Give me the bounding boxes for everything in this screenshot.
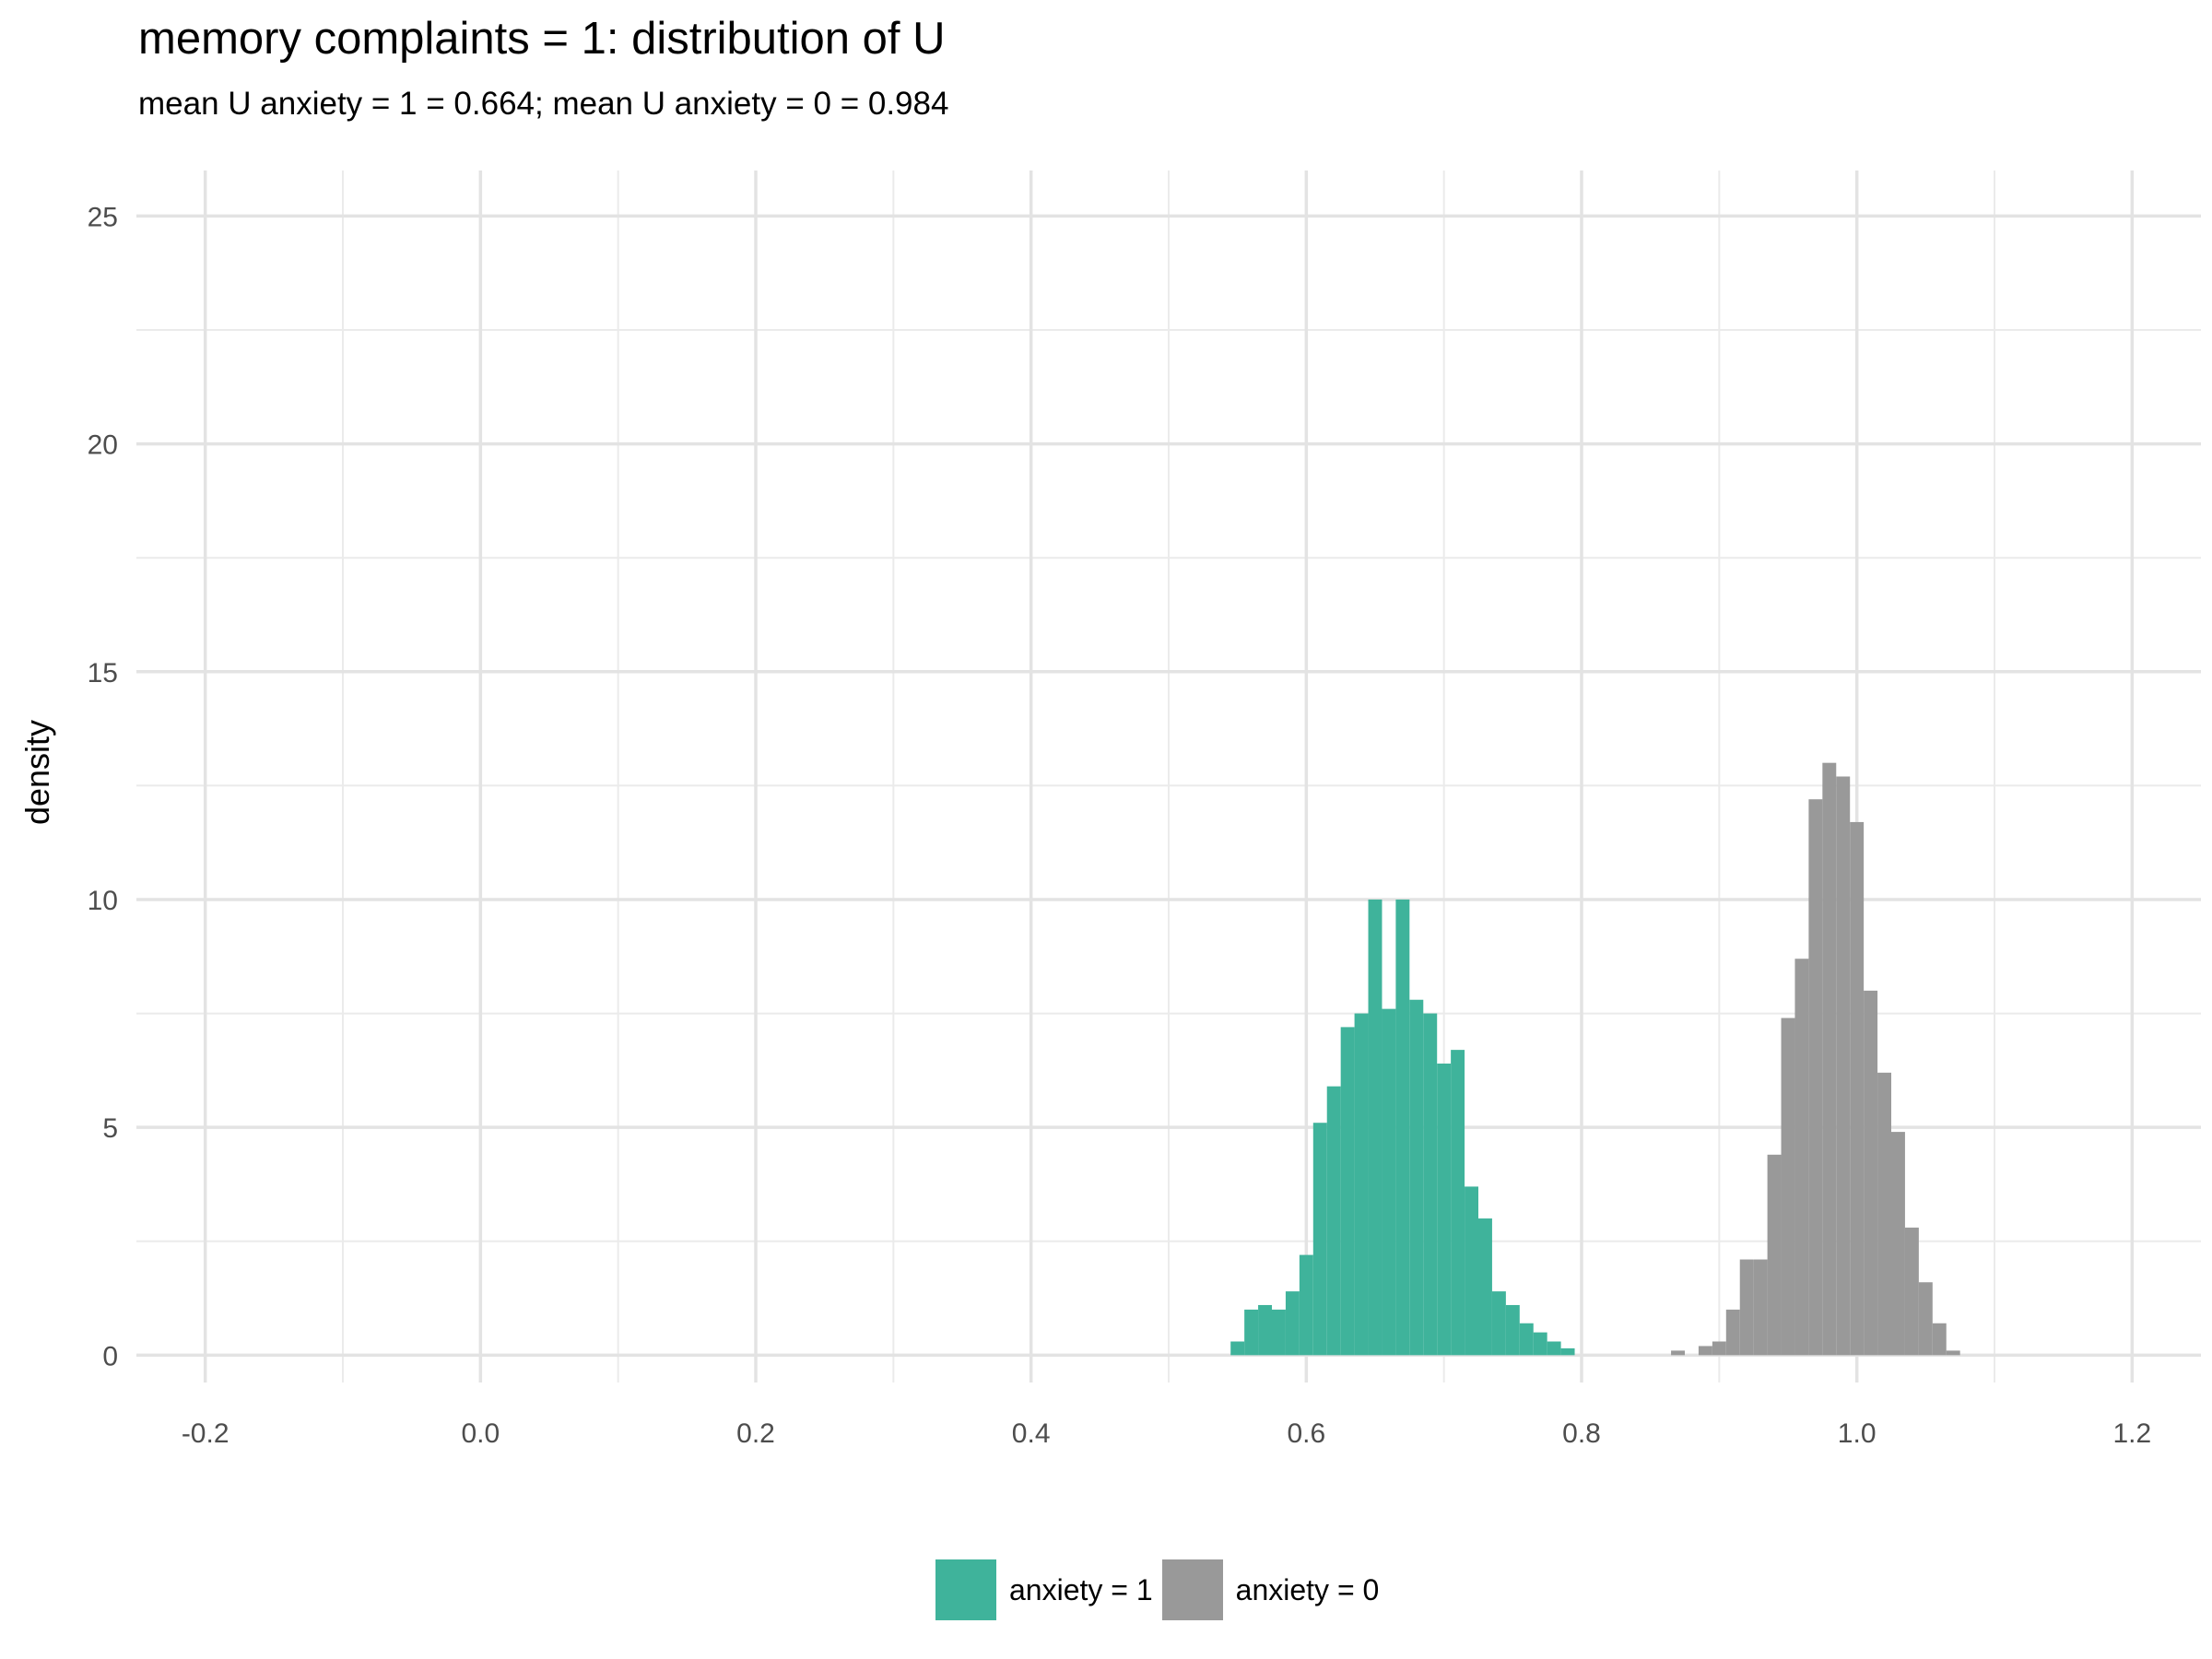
y-tick-label: 10 — [88, 886, 118, 916]
histogram-bar-series-2 — [1753, 1259, 1768, 1356]
histogram-bar-series-1 — [1272, 1309, 1286, 1356]
x-tick-label: 0.4 — [1012, 1418, 1051, 1449]
histogram-bar-series-2 — [1822, 762, 1837, 1356]
histogram-bar-series-1 — [1354, 1013, 1369, 1356]
histogram-bar-series-1 — [1340, 1027, 1355, 1356]
y-axis-title: density — [18, 720, 56, 825]
histogram-bar-series-1 — [1312, 1123, 1327, 1356]
histogram-bar-series-2 — [1877, 1072, 1891, 1356]
x-tick-label: 1.0 — [1838, 1418, 1877, 1449]
histogram-bar-series-2 — [1698, 1346, 1712, 1356]
histogram-bar-series-1 — [1368, 899, 1382, 1356]
x-tick-label: 0.2 — [736, 1418, 775, 1449]
y-tick-label: 5 — [102, 1113, 118, 1144]
x-tick-label: 1.2 — [2112, 1418, 2151, 1449]
x-tick-label: 0.8 — [1562, 1418, 1601, 1449]
histogram-bar-series-1 — [1326, 1086, 1341, 1356]
legend-item: anxiety = 0 — [1161, 1559, 1380, 1620]
histogram-bar-series-2 — [1904, 1227, 1919, 1356]
histogram-bar-series-2 — [1836, 776, 1851, 1356]
histogram-bar-series-2 — [1891, 1132, 1905, 1356]
y-tick-label: 0 — [102, 1341, 118, 1371]
histogram-bar-series-1 — [1465, 1186, 1478, 1356]
legend-label: anxiety = 1 — [1009, 1572, 1153, 1606]
histogram-bar-series-2 — [1712, 1341, 1726, 1356]
x-tick-label: -0.2 — [182, 1418, 229, 1449]
histogram-bar-series-1 — [1505, 1304, 1520, 1356]
histogram-bar-series-1 — [1547, 1341, 1561, 1356]
y-tick-label: 20 — [88, 430, 118, 461]
histogram-bar-series-1 — [1491, 1291, 1506, 1356]
histogram-bar-series-1 — [1395, 899, 1410, 1356]
histogram-bar-series-1 — [1533, 1332, 1547, 1356]
histogram-bar-series-1 — [1437, 1063, 1452, 1356]
histogram-bar-series-1 — [1478, 1218, 1492, 1356]
legend-swatch — [1161, 1559, 1223, 1620]
y-tick-label: 25 — [88, 202, 118, 232]
chart-subtitle: mean U anxiety = 1 = 0.664; mean U anxie… — [138, 86, 949, 122]
histogram-bar-series-2 — [1794, 959, 1809, 1356]
histogram-bar-series-1 — [1560, 1347, 1575, 1356]
histogram-bar-series-2 — [1781, 1018, 1795, 1356]
histogram-bar-series-1 — [1519, 1323, 1534, 1356]
legend-label: anxiety = 0 — [1235, 1572, 1380, 1606]
legend: anxiety = 1 anxiety = 0 — [935, 1559, 1388, 1620]
histogram-bar-series-1 — [1382, 1008, 1396, 1356]
histogram-bar-series-2 — [1739, 1259, 1754, 1356]
bars — [1230, 762, 1960, 1356]
histogram-bar-series-2 — [1946, 1350, 1960, 1356]
histogram-bar-series-2 — [1918, 1282, 1933, 1356]
histogram-bar-series-2 — [1767, 1154, 1782, 1356]
y-tick-label: 15 — [88, 658, 118, 688]
axis-labels: -0.2 0.0 0.2 0.4 0.6 0.8 1.0 1.2 0 5 10 15 20 25 — [88, 202, 2152, 1449]
x-tick-label: 0.6 — [1287, 1418, 1325, 1449]
histogram-bar-series-1 — [1299, 1254, 1313, 1356]
histogram-bar-series-1 — [1230, 1341, 1245, 1356]
histogram-bar-series-1 — [1409, 999, 1424, 1356]
x-tick-label: 0.0 — [461, 1418, 500, 1449]
histogram-bar-series-1 — [1244, 1309, 1259, 1356]
legend-item: anxiety = 1 — [935, 1559, 1153, 1620]
histogram-bar-series-2 — [1850, 821, 1865, 1356]
histogram-bar-series-1 — [1423, 1013, 1438, 1356]
histogram-bar-series-1 — [1285, 1291, 1300, 1356]
legend-swatch — [935, 1559, 996, 1620]
chart-title: memory complaints = 1: distribution of U — [138, 14, 946, 64]
histogram-bar-series-2 — [1725, 1309, 1740, 1356]
histogram-bar-series-2 — [1671, 1350, 1685, 1356]
histogram-bar-series-2 — [1808, 799, 1823, 1356]
histogram-bar-series-2 — [1864, 990, 1878, 1356]
histogram-bar-series-1 — [1451, 1050, 1465, 1356]
histogram-bar-series-1 — [1258, 1304, 1272, 1356]
histogram-bar-series-2 — [1932, 1323, 1947, 1356]
